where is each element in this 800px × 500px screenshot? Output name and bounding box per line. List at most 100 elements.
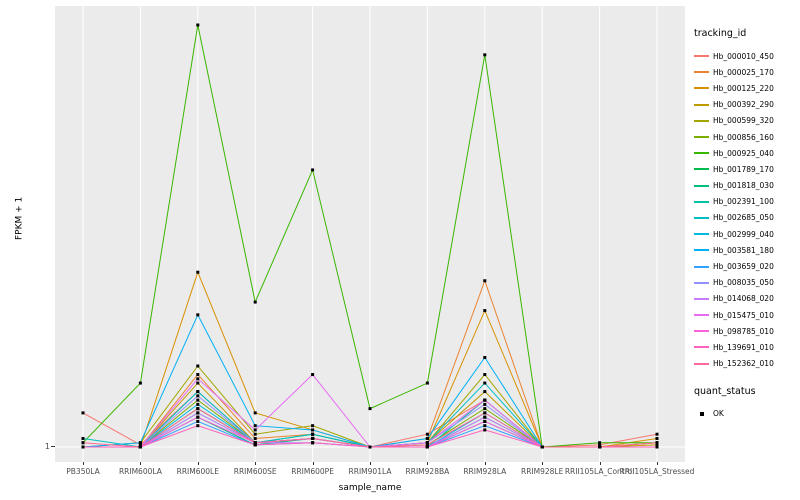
x-axis-tick-mark [197,462,199,465]
legend-item: Hb_002685_050 [694,210,798,226]
plot-canvas [55,6,685,462]
data-point [598,443,602,447]
data-point [253,411,257,415]
legend-line-swatch-icon [694,71,709,74]
data-point [655,443,659,447]
legend-item: Hb_000856_160 [694,129,798,145]
legend-item-label: Hb_008035_050 [713,278,774,288]
ok-point-icon [694,409,709,419]
legend-color-items: Hb_000010_450 Hb_000025_170 Hb_000125_220 H… [694,48,798,372]
x-axis-tick-mark [255,462,257,465]
y-axis-title: FPKM + 1 [14,196,25,240]
legend-item-label: OK [713,409,724,419]
legend-line-swatch-icon [694,87,709,90]
data-point [483,390,487,394]
x-axis-tick-mark [657,462,658,465]
data-point [196,415,200,419]
legend-line-swatch-icon [694,168,709,171]
data-point [81,441,85,445]
data-point [655,441,659,445]
legend: tracking_id Hb_000010_450 Hb_000025_170 Hb… [694,28,798,422]
legend-line-swatch-icon [694,233,709,236]
data-point [196,390,200,394]
data-point [425,445,429,449]
x-axis-tick-label: RRIM600LE [176,467,219,476]
x-axis-tick-label: RRII105LA_Control [564,467,635,476]
legend-item: Hb_003581_180 [694,242,798,258]
legend-item: Hb_000010_450 [694,48,798,64]
legend-gap [694,372,798,386]
legend-item-label: Hb_000025_170 [713,67,774,77]
legend-item-label: Hb_014068_020 [713,294,774,304]
data-point [483,407,487,411]
data-point [138,441,142,445]
data-point [425,432,429,436]
data-point [196,381,200,385]
data-point [311,436,315,440]
legend-item: Hb_008035_050 [694,275,798,291]
legend-item: Hb_015475_010 [694,307,798,323]
legend-item: Hb_000125_220 [694,80,798,96]
data-point [598,441,602,445]
data-point [196,313,200,317]
legend-item-label: Hb_002391_100 [713,197,774,207]
data-point [253,443,257,447]
legend-item-label: Hb_002685_050 [713,213,774,223]
data-point [253,432,257,436]
legend-line-swatch-icon [694,184,709,187]
data-point [655,432,659,436]
legend-line-swatch-icon [694,103,709,106]
x-axis-tick-mark [427,462,429,465]
data-point [598,445,602,449]
data-point [483,424,487,428]
data-point [483,428,487,432]
legend-line-swatch-icon [694,119,709,122]
legend-item-label: Hb_001789_170 [713,164,774,174]
legend-item-label: Hb_015475_010 [713,310,774,320]
data-point [311,424,315,428]
data-point [425,443,429,447]
legend-item: Hb_000925_040 [694,145,798,161]
data-point [253,428,257,432]
data-point [138,381,142,385]
data-point [196,419,200,423]
x-axis-tick-label: RRIM928LE [521,467,564,476]
legend-item-label: Hb_000125_220 [713,83,774,93]
data-point [196,424,200,428]
legend-item-label: Hb_002999_040 [713,229,774,239]
legend-line-swatch-icon [694,200,709,203]
data-point [253,424,257,428]
plot-panel [55,6,685,462]
legend-item: Hb_001789_170 [694,161,798,177]
data-point [253,436,257,440]
legend-item-label: Hb_139691_010 [713,342,774,352]
legend-item-label: Hb_001818_030 [713,181,774,191]
legend-line-swatch-icon [694,152,709,155]
legend-item-label: Hb_003581_180 [713,245,774,255]
legend-item: Hb_098785_010 [694,323,798,339]
legend-item-label: Hb_152362_010 [713,359,774,369]
data-point [425,436,429,440]
data-point [253,441,257,445]
legend-line-swatch-icon [694,297,709,300]
data-point [483,309,487,313]
legend-item: Hb_139691_010 [694,339,798,355]
data-point [81,411,85,415]
legend-item-label: Hb_000925_040 [713,148,774,158]
data-point [311,441,315,445]
data-point [368,407,372,411]
data-point [425,381,429,385]
legend-line-swatch-icon [694,362,709,365]
legend-item: Hb_000599_320 [694,113,798,129]
x-axis-tick-mark [370,462,371,465]
data-point [483,398,487,402]
data-point [483,419,487,423]
x-axis-title: sample_name [338,483,402,493]
data-point [368,445,372,449]
legend-item: Hb_000392_290 [694,97,798,113]
data-point [483,355,487,359]
legend-item: Hb_002391_100 [694,194,798,210]
data-point [196,377,200,381]
data-point [311,432,315,436]
